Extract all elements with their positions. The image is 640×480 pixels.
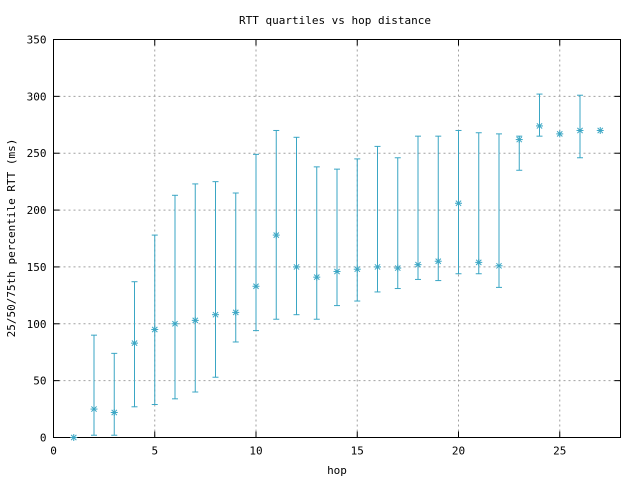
median-marker: [70, 434, 78, 441]
chart-title: RTT quartiles vs hop distance: [239, 14, 431, 27]
data-point: [171, 194, 179, 400]
x-tick-label: 5: [151, 445, 158, 458]
x-tick-label: 25: [553, 445, 566, 458]
data-point: [110, 352, 118, 436]
median-marker: [293, 263, 300, 271]
data-point: [70, 434, 78, 441]
data-point: [576, 94, 584, 159]
y-tick-label: 150: [27, 261, 47, 274]
median-marker: [151, 325, 159, 333]
median-marker: [394, 264, 402, 272]
data-point: [414, 135, 422, 280]
y-tick-label: 250: [27, 147, 47, 160]
data-point: [515, 135, 523, 171]
data-series: [70, 93, 604, 441]
data-point: [272, 129, 280, 320]
median-marker: [434, 257, 442, 265]
data-point: [374, 145, 381, 293]
data-point: [333, 168, 341, 307]
y-tick-label: 0: [40, 432, 47, 445]
median-marker: [495, 262, 503, 270]
median-marker: [232, 308, 240, 316]
median-marker: [455, 199, 462, 207]
x-axis-label: hop: [327, 464, 347, 477]
data-point: [434, 135, 442, 282]
median-marker: [313, 273, 321, 281]
plot-frame: [53, 39, 621, 438]
median-marker: [556, 130, 564, 138]
y-tick-label: 100: [27, 318, 47, 331]
y-tick-label: 50: [33, 375, 46, 388]
data-point: [313, 166, 321, 320]
median-marker: [90, 405, 98, 413]
data-point: [131, 281, 138, 408]
median-marker: [110, 408, 118, 416]
data-point: [232, 192, 240, 343]
median-marker: [515, 136, 523, 144]
data-point: [212, 181, 219, 378]
median-marker: [536, 122, 543, 130]
data-point: [90, 334, 98, 436]
median-marker: [414, 261, 422, 269]
y-tick-label: 200: [27, 204, 47, 217]
median-marker: [171, 320, 179, 328]
x-tick-label: 0: [50, 445, 57, 458]
y-axis-label: 25/50/75th percentile RTT (ms): [5, 139, 18, 338]
y-tick-label: 300: [27, 90, 47, 103]
data-point: [293, 136, 300, 316]
axis-ticks: 0 50 100 150 200 250 300 350 0 5 10 15 20 25: [27, 34, 621, 458]
median-marker: [272, 231, 280, 239]
median-marker: [475, 258, 483, 266]
data-point: [151, 234, 159, 406]
data-point: [252, 153, 260, 332]
data-point: [455, 129, 462, 275]
data-point: [353, 158, 361, 302]
data-point: [536, 93, 543, 137]
data-point: [475, 132, 483, 275]
median-marker: [596, 126, 604, 134]
median-marker: [212, 311, 219, 319]
x-tick-label: 20: [452, 445, 465, 458]
median-marker: [576, 126, 584, 134]
data-point: [191, 183, 199, 393]
median-marker: [353, 265, 361, 273]
data-point: [495, 133, 503, 288]
data-point: [596, 126, 604, 134]
x-tick-label: 15: [351, 445, 364, 458]
data-point: [556, 130, 564, 138]
median-marker: [252, 282, 260, 290]
y-tick-label: 350: [27, 34, 47, 47]
x-tick-label: 10: [249, 445, 262, 458]
median-marker: [131, 339, 138, 347]
median-marker: [374, 263, 381, 271]
median-marker: [191, 316, 199, 324]
data-point: [394, 157, 402, 290]
median-marker: [333, 267, 341, 275]
